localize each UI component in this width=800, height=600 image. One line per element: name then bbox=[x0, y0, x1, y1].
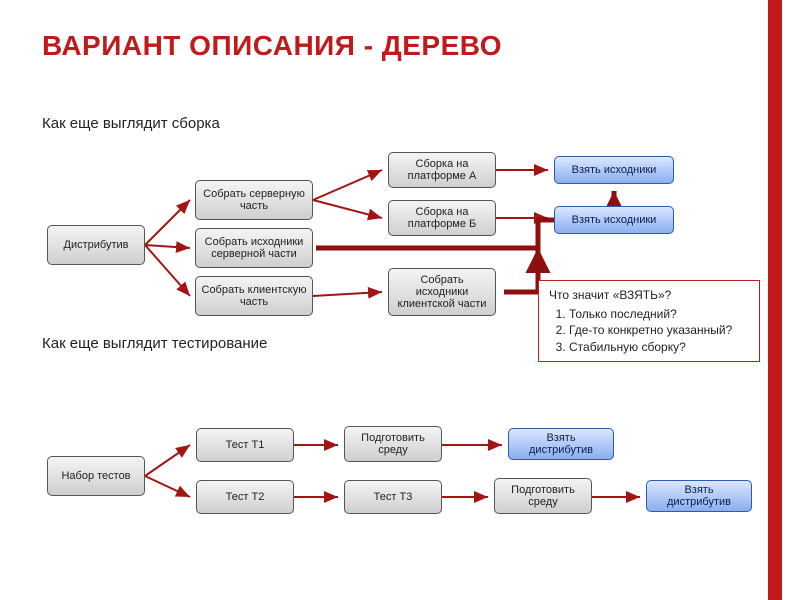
arrow-2 bbox=[145, 245, 190, 296]
arrow-9 bbox=[504, 248, 538, 292]
annotation-item-1: Только последний? bbox=[569, 306, 749, 322]
node-n_platA: Сборка на платформе А bbox=[388, 152, 496, 188]
subtitle-build: Как еще выглядит сборка bbox=[42, 115, 220, 132]
node-n_bdist1: Взять дистрибутив bbox=[508, 428, 614, 460]
arrow-0 bbox=[145, 200, 190, 245]
node-n_cli: Собрать клиентскую часть bbox=[195, 276, 313, 316]
node-n_cliSrc: Собрать исходники клиентской части bbox=[388, 268, 496, 316]
arrow-5 bbox=[313, 292, 382, 296]
slide-title: ВАРИАНТ ОПИСАНИЯ - ДЕРЕВО bbox=[42, 30, 502, 62]
node-n_bdist2: Взять дистрибутив bbox=[646, 480, 752, 512]
node-n_src1: Взять исходники bbox=[554, 156, 674, 184]
node-n_env2: Подготовить среду bbox=[494, 478, 592, 514]
arrow-11 bbox=[145, 476, 190, 497]
node-n_t3: Тест Т3 bbox=[344, 480, 442, 514]
annotation-question: Что значит «ВЗЯТЬ»? bbox=[549, 287, 749, 303]
node-n_t1: Тест Т1 bbox=[196, 428, 294, 462]
node-n_env1: Подготовить среду bbox=[344, 426, 442, 462]
node-n_srv: Собрать серверную часть bbox=[195, 180, 313, 220]
arrow-10 bbox=[145, 445, 190, 476]
arrow-3 bbox=[313, 170, 382, 200]
node-n_platB: Сборка на платформе Б bbox=[388, 200, 496, 236]
accent-bar bbox=[768, 0, 782, 600]
subtitle-test: Как еще выглядит тестирование bbox=[42, 335, 267, 352]
node-n_srvSrc: Собрать исходники серверной части bbox=[195, 228, 313, 268]
slide: ВАРИАНТ ОПИСАНИЯ - ДЕРЕВО Как еще выгляд… bbox=[0, 0, 800, 600]
annotation-box: Что значит «ВЗЯТЬ»? Только последний? Гд… bbox=[538, 280, 760, 362]
arrow-1 bbox=[145, 245, 190, 248]
node-n_src2: Взять исходники bbox=[554, 206, 674, 234]
annotation-item-3: Стабильную сборку? bbox=[569, 339, 749, 355]
node-n_t2: Тест Т2 bbox=[196, 480, 294, 514]
annotation-item-2: Где-то конкретно указанный? bbox=[569, 322, 749, 338]
node-n_dist: Дистрибутив bbox=[47, 225, 145, 265]
node-n_set: Набор тестов bbox=[47, 456, 145, 496]
arrow-4 bbox=[313, 200, 382, 218]
